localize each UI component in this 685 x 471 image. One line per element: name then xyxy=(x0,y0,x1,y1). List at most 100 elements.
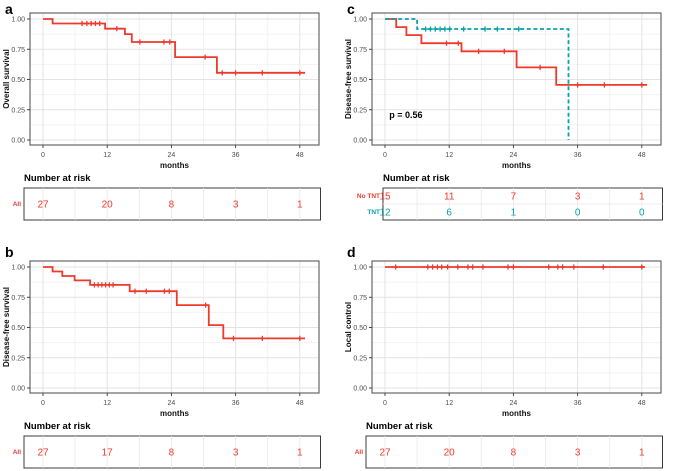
y-tick-label: 0.00 xyxy=(11,386,25,393)
x-tick-label: 48 xyxy=(638,152,646,159)
risk-count: 27 xyxy=(37,200,49,211)
y-tick-label: 0.25 xyxy=(11,107,25,114)
risk-count: 12 xyxy=(379,208,391,219)
y-tick-label: 1.00 xyxy=(11,17,25,24)
y-tick-label: 0.75 xyxy=(11,47,25,54)
x-axis-title: months xyxy=(160,409,189,418)
x-tick-label: 12 xyxy=(445,152,453,159)
risk-table-title: Number at risk xyxy=(366,421,433,432)
y-tick-label: 0.75 xyxy=(11,295,25,302)
x-tick-label: 48 xyxy=(638,400,646,407)
y-axis-title: Local control xyxy=(344,302,353,352)
risk-count: 3 xyxy=(233,448,239,459)
panel-letter-b: b xyxy=(5,244,14,260)
risk-row-label-all: All xyxy=(355,449,364,456)
y-tick-label: 0.00 xyxy=(353,386,367,393)
y-tick-label: 0.50 xyxy=(11,77,25,84)
panel-border xyxy=(29,260,320,394)
x-tick-label: 0 xyxy=(41,400,45,407)
x-tick-label: 0 xyxy=(383,152,387,159)
risk-count: 20 xyxy=(444,448,456,459)
y-axis-title: Disease-free survival xyxy=(344,39,353,119)
x-tick-label: 36 xyxy=(232,152,240,159)
risk-count: 11 xyxy=(444,192,455,203)
y-tick-label: 0.50 xyxy=(11,325,25,332)
y-axis-title: Overall survival xyxy=(2,49,11,109)
risk-row-label-no-tnt: No TNT xyxy=(357,193,380,200)
risk-count: 1 xyxy=(639,448,645,459)
y-tick-label: 0.00 xyxy=(353,138,367,145)
risk-count: 27 xyxy=(37,448,49,459)
risk-count: 17 xyxy=(102,448,114,459)
survival-curve-no-tnt xyxy=(385,18,648,86)
x-axis-title: months xyxy=(160,161,189,170)
risk-count: 0 xyxy=(575,208,581,219)
panel-letter-c: c xyxy=(347,1,355,17)
x-tick-label: 36 xyxy=(232,400,240,407)
y-tick-label: 0.25 xyxy=(11,355,25,362)
x-axis-title: months xyxy=(502,161,531,170)
risk-count: 8 xyxy=(169,448,175,459)
risk-row-label-tnt: TNT xyxy=(367,209,380,216)
risk-table-title: Number at risk xyxy=(24,173,91,184)
risk-count: 8 xyxy=(511,448,517,459)
risk-count: 8 xyxy=(169,200,175,211)
panel-letter-d: d xyxy=(347,244,356,260)
risk-count: 1 xyxy=(297,448,303,459)
y-tick-label: 0.50 xyxy=(353,325,367,332)
x-tick-label: 12 xyxy=(103,152,111,159)
x-tick-label: 48 xyxy=(296,152,304,159)
x-axis-title: months xyxy=(502,409,531,418)
x-tick-label: 12 xyxy=(103,400,111,407)
p-value-label: p = 0.56 xyxy=(389,110,422,120)
risk-count: 27 xyxy=(379,448,391,459)
risk-row-label-all: All xyxy=(13,201,22,208)
km-plot-disease-free-survival: 0.00 0.25 0.50 0.75 1.00 0 12 24 36 48 months Disea… xyxy=(2,260,321,469)
y-tick-label: 1.00 xyxy=(353,17,367,24)
x-tick-label: 24 xyxy=(168,152,176,159)
y-tick-label: 1.00 xyxy=(353,265,367,272)
risk-count: 6 xyxy=(446,208,452,219)
risk-count: 15 xyxy=(379,192,391,203)
risk-count: 3 xyxy=(233,200,239,211)
x-tick-label: 36 xyxy=(574,400,582,407)
risk-count: 3 xyxy=(575,192,581,203)
y-tick-label: 1.00 xyxy=(11,265,25,272)
x-tick-label: 36 xyxy=(574,152,582,159)
risk-count: 7 xyxy=(511,192,517,203)
survival-curve-tnt xyxy=(385,18,570,140)
risk-row-label-all: All xyxy=(13,449,22,456)
risk-table-box xyxy=(365,435,663,469)
y-axis-title: Disease-free survival xyxy=(2,287,11,367)
risk-count: 0 xyxy=(639,208,645,219)
risk-count: 1 xyxy=(511,208,517,219)
x-tick-label: 12 xyxy=(445,400,453,407)
x-tick-label: 24 xyxy=(510,400,518,407)
panel-border xyxy=(371,260,662,394)
panel-c: c 0.00 0.25 0.50 0.75 1.00 0 12 24 36 48 months Dis… xyxy=(342,0,685,235)
y-tick-label: 0.75 xyxy=(353,295,367,302)
panel-b: b 0.00 0.25 0.50 0.75 1.00 0 12 24 36 48 months Dis… xyxy=(0,235,342,471)
risk-count: 1 xyxy=(639,192,645,203)
risk-table-box xyxy=(23,187,321,221)
risk-table-title: Number at risk xyxy=(383,173,450,184)
km-plot-dfs-by-tnt: 0.000.250.500.751.000 12 24 36 48monthsDisea… xyxy=(344,12,663,221)
y-tick-label: 0.00 xyxy=(11,138,25,145)
x-tick-label: 48 xyxy=(296,400,304,407)
risk-count: 3 xyxy=(575,448,581,459)
km-plot-local-control: 0.00 0.25 0.50 0.75 1.00 0 12 24 36 48 months Local… xyxy=(344,260,663,469)
x-tick-label: 24 xyxy=(510,152,518,159)
risk-count: 20 xyxy=(102,200,114,211)
y-tick-label: 0.25 xyxy=(353,355,367,362)
x-tick-label: 24 xyxy=(168,400,176,407)
km-plot-overall-survival: 0.00 0.25 0.50 0.75 1.00 0 12 24 36 48 months Overa… xyxy=(2,12,321,221)
risk-table-title: Number at risk xyxy=(24,421,91,432)
x-tick-label: 0 xyxy=(383,400,387,407)
panel-border xyxy=(371,12,662,146)
survival-curve-all xyxy=(43,18,306,74)
risk-table-box xyxy=(23,435,321,469)
y-tick-label: 0.25 xyxy=(353,107,367,114)
risk-count: 1 xyxy=(297,200,303,211)
x-tick-label: 0 xyxy=(41,152,45,159)
